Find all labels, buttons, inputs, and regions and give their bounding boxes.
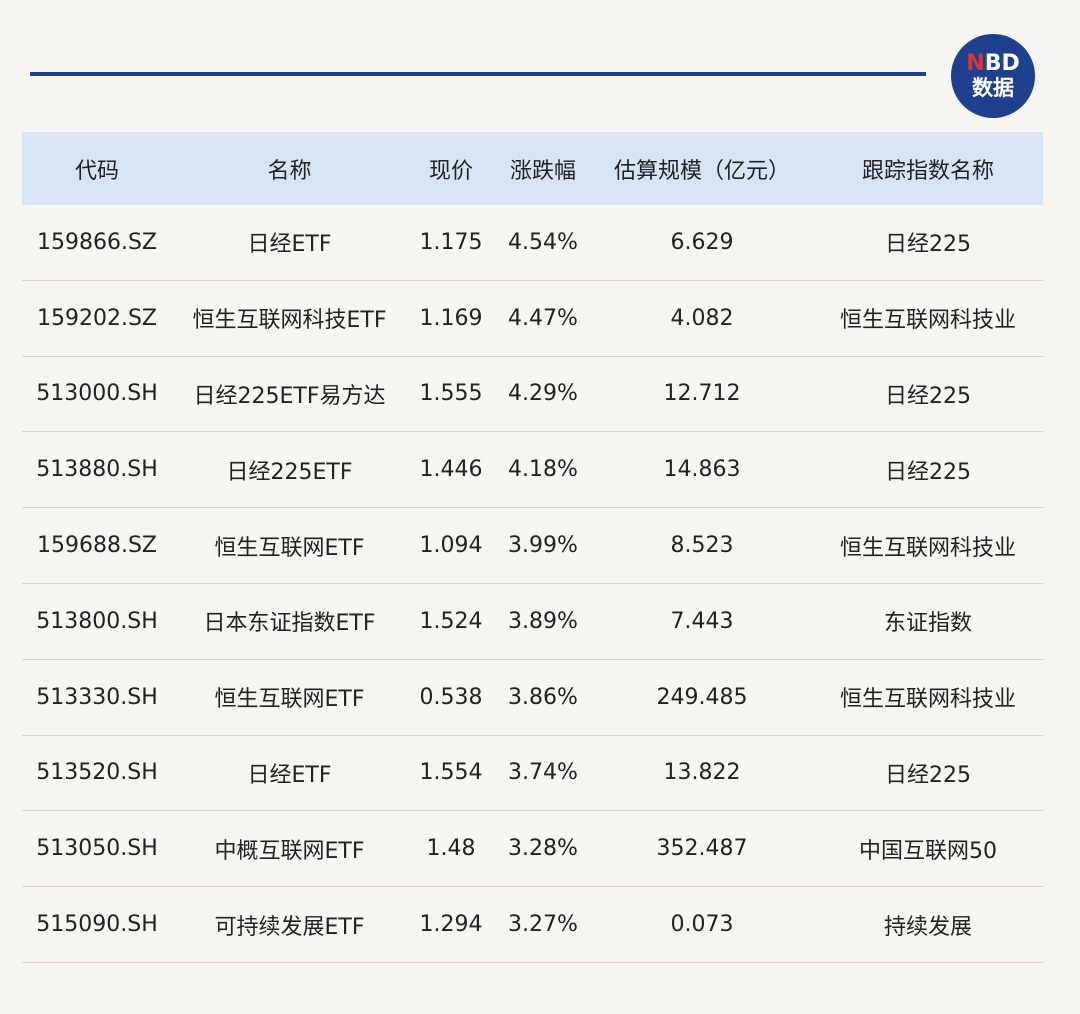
- cell-code: 513000.SH: [36, 381, 158, 407]
- cell-name: 恒生互联网ETF: [214, 535, 365, 561]
- cell-price: 1.554: [419, 760, 483, 786]
- cell-index: 日经225: [885, 459, 971, 485]
- cell-change: 4.47%: [508, 305, 578, 331]
- cell-change: 3.27%: [508, 912, 578, 938]
- cell-name: 恒生互联网科技ETF: [192, 308, 387, 334]
- cell-price: 1.094: [419, 533, 483, 559]
- header-change: 涨跌幅: [509, 158, 576, 184]
- cell-code: 513880.SH: [36, 457, 158, 483]
- cell-change: 4.29%: [508, 381, 578, 407]
- cell-price: 0.538: [419, 684, 483, 710]
- table-row: 159866.SZ 日经ETF 1.175 4.54% 6.629 日经225: [22, 205, 1043, 281]
- cell-index: 恒生互联网科技业: [839, 687, 1016, 713]
- logo-subtitle: 数据: [972, 76, 1014, 100]
- cell-scale: 12.712: [663, 381, 741, 407]
- cell-index: 日经225: [885, 383, 971, 409]
- cell-price: 1.175: [419, 229, 483, 255]
- cell-change: 3.89%: [508, 608, 578, 634]
- table-row: 159688.SZ 恒生互联网ETF 1.094 3.99% 8.523 恒生互…: [22, 508, 1043, 584]
- cell-code: 159688.SZ: [36, 533, 157, 559]
- header-scale: 估算规模（亿元）: [613, 158, 790, 184]
- cell-code: 513800.SH: [36, 608, 158, 634]
- cell-price: 1.446: [419, 457, 483, 483]
- cell-scale: 352.487: [656, 836, 748, 862]
- cell-code: 159202.SZ: [36, 305, 157, 331]
- cell-name: 日经ETF: [247, 232, 332, 258]
- cell-index: 持续发展: [883, 914, 972, 940]
- cell-code: 513520.SH: [36, 760, 158, 786]
- logo-letters-bd: BD: [984, 51, 1020, 76]
- cell-change: 3.99%: [508, 533, 578, 559]
- cell-name: 可持续发展ETF: [214, 914, 365, 940]
- cell-change: 3.86%: [508, 684, 578, 710]
- table-row: 159202.SZ 恒生互联网科技ETF 1.169 4.47% 4.082 恒…: [22, 281, 1043, 357]
- cell-code: 513330.SH: [36, 684, 158, 710]
- cell-scale: 14.863: [663, 457, 741, 483]
- cell-index: 中国互联网50: [859, 838, 997, 864]
- cell-name: 恒生互联网ETF: [214, 687, 365, 713]
- cell-name: 日经225ETF: [226, 459, 353, 485]
- cell-scale: 7.443: [670, 608, 734, 634]
- etf-table: 代码 名称 现价 涨跌幅 估算规模（亿元） 跟踪指数名称 159866.SZ 日…: [22, 132, 1043, 963]
- cell-scale: 13.822: [663, 760, 741, 786]
- table-row: 513880.SH 日经225ETF 1.446 4.18% 14.863 日经…: [22, 432, 1043, 509]
- cell-index: 恒生互联网科技业: [839, 308, 1016, 334]
- cell-index: 恒生互联网科技业: [839, 535, 1016, 561]
- header-code: 代码: [74, 158, 119, 184]
- cell-code: 159866.SZ: [36, 229, 157, 255]
- cell-name: 日经225ETF易方达: [193, 383, 386, 409]
- cell-code: 515090.SH: [36, 912, 158, 938]
- header-price: 现价: [428, 158, 473, 184]
- cell-code: 513050.SH: [36, 836, 158, 862]
- cell-change: 4.18%: [508, 457, 578, 483]
- cell-price: 1.294: [419, 912, 483, 938]
- cell-name: 日本东证指数ETF: [203, 611, 376, 637]
- header-index: 跟踪指数名称: [861, 158, 994, 184]
- top-rule: [30, 72, 926, 76]
- table-row: 513050.SH 中概互联网ETF 1.48 3.28% 352.487 中国…: [22, 811, 1043, 888]
- cell-scale: 4.082: [670, 305, 734, 331]
- cell-change: 3.28%: [508, 836, 578, 862]
- cell-price: 1.48: [426, 836, 476, 862]
- cell-price: 1.555: [419, 381, 483, 407]
- logo-title: NBD: [966, 53, 1019, 75]
- table-row: 513800.SH 日本东证指数ETF 1.524 3.89% 7.443 东证…: [22, 584, 1043, 660]
- cell-scale: 6.629: [670, 229, 734, 255]
- cell-scale: 8.523: [670, 533, 734, 559]
- cell-price: 1.524: [419, 608, 483, 634]
- cell-index: 日经225: [885, 762, 971, 788]
- cell-change: 3.74%: [508, 760, 578, 786]
- nbd-logo: NBD 数据: [951, 34, 1035, 118]
- cell-index: 东证指数: [883, 611, 972, 637]
- cell-scale: 249.485: [656, 684, 748, 710]
- table-row: 513520.SH 日经ETF 1.554 3.74% 13.822 日经225: [22, 736, 1043, 812]
- table-header: 代码 名称 现价 涨跌幅 估算规模（亿元） 跟踪指数名称: [22, 132, 1043, 205]
- table-row: 513000.SH 日经225ETF易方达 1.555 4.29% 12.712…: [22, 357, 1043, 433]
- table-row: 515090.SH 可持续发展ETF 1.294 3.27% 0.073 持续发…: [22, 887, 1043, 963]
- cell-price: 1.169: [419, 305, 483, 331]
- logo-letter-n: N: [966, 51, 985, 76]
- cell-index: 日经225: [885, 232, 971, 258]
- table-row: 513330.SH 恒生互联网ETF 0.538 3.86% 249.485 恒…: [22, 660, 1043, 736]
- cell-change: 4.54%: [508, 229, 578, 255]
- cell-scale: 0.073: [670, 912, 734, 938]
- cell-name: 日经ETF: [247, 762, 332, 788]
- cell-name: 中概互联网ETF: [214, 838, 365, 864]
- header-name: 名称: [267, 158, 312, 184]
